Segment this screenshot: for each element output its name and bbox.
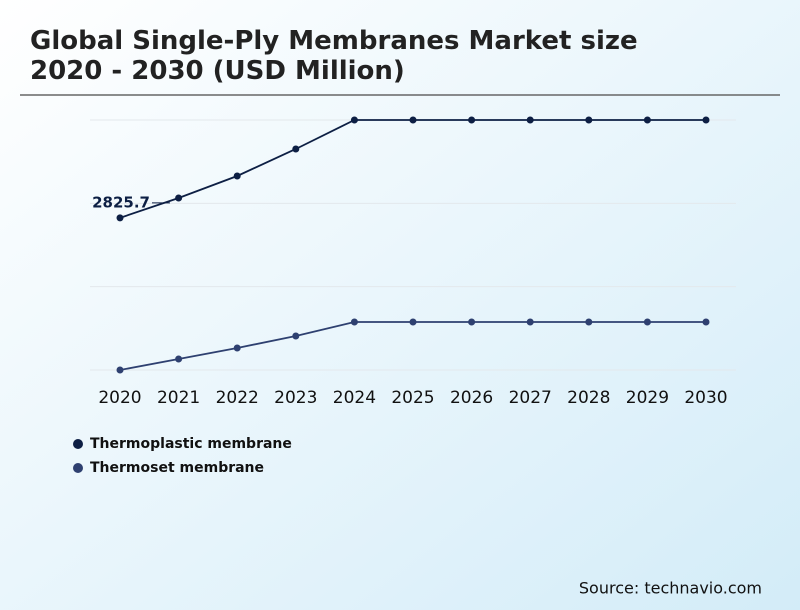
x-tick-label: 2030 — [684, 388, 727, 408]
legend-label: Thermoset membrane — [90, 460, 264, 476]
data-point — [643, 318, 651, 326]
data-label: 2825.7 — [92, 193, 150, 211]
data-point — [292, 332, 300, 340]
data-point — [585, 318, 593, 326]
data-point — [585, 116, 593, 124]
x-tick-label: 2023 — [274, 388, 317, 408]
data-point — [350, 116, 358, 124]
data-point — [526, 318, 534, 326]
data-point — [175, 355, 183, 363]
data-point — [116, 214, 124, 222]
data-point — [175, 194, 183, 202]
x-tick-label: 2028 — [567, 388, 610, 408]
x-tick-label: 2027 — [509, 388, 552, 408]
legend-marker — [73, 463, 83, 473]
x-tick-label: 2021 — [157, 388, 200, 408]
x-tick-label: 2025 — [391, 388, 434, 408]
data-point — [409, 318, 417, 326]
data-point — [526, 116, 534, 124]
data-point — [702, 116, 710, 124]
data-point — [233, 344, 241, 352]
data-point — [409, 116, 417, 124]
data-point — [702, 318, 710, 326]
data-point — [468, 318, 476, 326]
x-tick-label: 2024 — [333, 388, 376, 408]
data-point — [643, 116, 651, 124]
data-point — [350, 318, 358, 326]
data-point — [233, 172, 241, 180]
x-tick-label: 2020 — [98, 388, 141, 408]
legend-marker — [73, 439, 83, 449]
x-tick-label: 2022 — [216, 388, 259, 408]
data-point — [116, 366, 124, 374]
data-point — [468, 116, 476, 124]
source: Source: technavio.com — [579, 579, 762, 598]
data-point — [292, 145, 300, 153]
x-tick-label: 2029 — [626, 388, 669, 408]
x-tick-label: 2026 — [450, 388, 493, 408]
legend-label: Thermoplastic membrane — [90, 436, 292, 452]
chart-title: Global Single-Ply Membranes Market size 2… — [30, 26, 638, 86]
